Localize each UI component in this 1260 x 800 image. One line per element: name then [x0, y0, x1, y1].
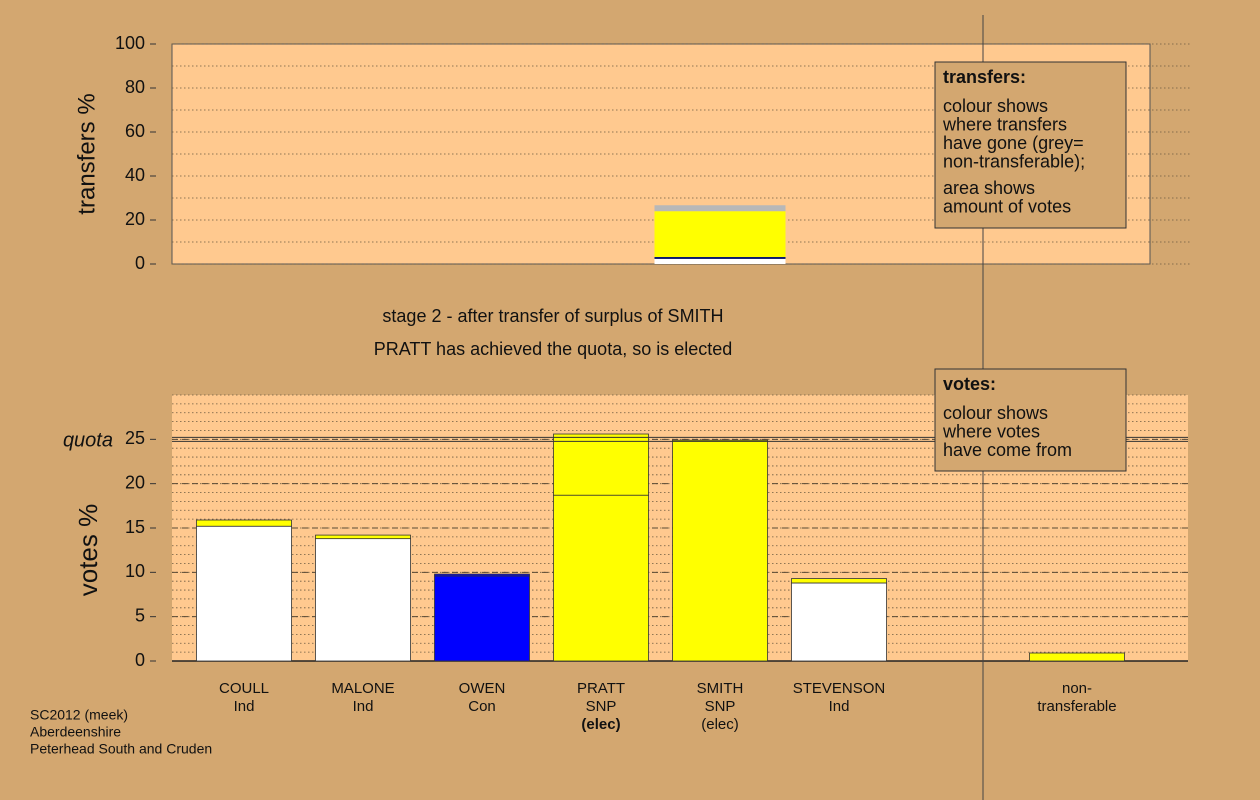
- y-tick-label: 15: [125, 517, 145, 537]
- x-tick-label: Ind: [353, 698, 374, 715]
- bar-segment: [553, 433, 649, 496]
- legend-text: where transfers: [942, 114, 1067, 134]
- x-tick-label: SNP: [705, 698, 736, 715]
- x-tick-label: SNP: [586, 698, 617, 715]
- bar-segment: [654, 205, 786, 212]
- y-tick-label: 20: [125, 209, 145, 229]
- bar-segment: [196, 525, 292, 662]
- bar-segment: [654, 211, 786, 257]
- bar-segment: [654, 258, 786, 264]
- y-tick-label: 80: [125, 77, 145, 97]
- legend-text: area shows: [943, 178, 1035, 198]
- x-tick-label: PRATT: [577, 680, 625, 697]
- x-tick-label: Ind: [234, 698, 255, 715]
- bar-segment: [654, 256, 786, 259]
- y-axis-label: transfers %: [73, 93, 100, 214]
- x-tick-label: SMITH: [697, 680, 744, 697]
- bar-segment: [791, 582, 887, 662]
- x-tick-label: non-: [1062, 680, 1092, 697]
- legend-text: amount of votes: [943, 196, 1071, 216]
- legend-text: colour shows: [943, 96, 1048, 116]
- bar-segment: [196, 519, 292, 527]
- stage-title: PRATT has achieved the quota, so is elec…: [374, 339, 733, 359]
- stage-title: stage 2 - after transfer of surplus of S…: [382, 306, 723, 326]
- bar-segment: [672, 439, 768, 662]
- bar-segment: [1029, 652, 1125, 662]
- x-tick-label: transferable: [1037, 698, 1116, 715]
- legend-text: where votes: [942, 421, 1040, 441]
- x-tick-label: (elec): [701, 716, 739, 733]
- x-tick-label: STEVENSON: [793, 680, 886, 697]
- y-tick-label: 0: [135, 253, 145, 273]
- bar-segment: [434, 575, 530, 662]
- bar-segment: [434, 573, 530, 577]
- bar-segment: [791, 578, 887, 584]
- legend-title: transfers:: [943, 67, 1026, 87]
- x-tick-label: OWEN: [459, 680, 506, 697]
- y-tick-label: 25: [125, 428, 145, 448]
- footer: Aberdeenshire: [30, 724, 121, 740]
- bar-segment: [553, 494, 649, 662]
- bar-segment: [315, 538, 411, 662]
- legend-box: [934, 368, 1127, 472]
- quota-label: quota: [63, 430, 113, 452]
- y-tick-label: 40: [125, 165, 145, 185]
- y-tick-label: 100: [115, 33, 145, 53]
- y-tick-label: 10: [125, 561, 145, 581]
- legend-text: non-transferable);: [943, 151, 1085, 171]
- x-tick-label: Ind: [829, 698, 850, 715]
- x-tick-label: MALONE: [331, 680, 394, 697]
- bar-segment: [315, 534, 411, 540]
- legend-text: colour shows: [943, 403, 1048, 423]
- legend-box: [934, 61, 1127, 229]
- x-tick-label: Con: [468, 698, 496, 715]
- footer: SC2012 (meek): [30, 707, 128, 723]
- y-tick-label: 60: [125, 121, 145, 141]
- legend-title: votes:: [943, 374, 996, 394]
- y-tick-label: 0: [135, 650, 145, 670]
- x-tick-label: COULL: [219, 680, 269, 697]
- legend-text: have gone (grey=: [943, 133, 1084, 153]
- y-tick-label: 20: [125, 472, 145, 492]
- y-tick-label: 5: [135, 605, 145, 625]
- x-tick-label: (elec): [581, 716, 620, 733]
- footer: Peterhead South and Cruden: [30, 741, 212, 757]
- y-axis-label: votes %: [73, 504, 103, 597]
- legend-text: have come from: [943, 440, 1072, 460]
